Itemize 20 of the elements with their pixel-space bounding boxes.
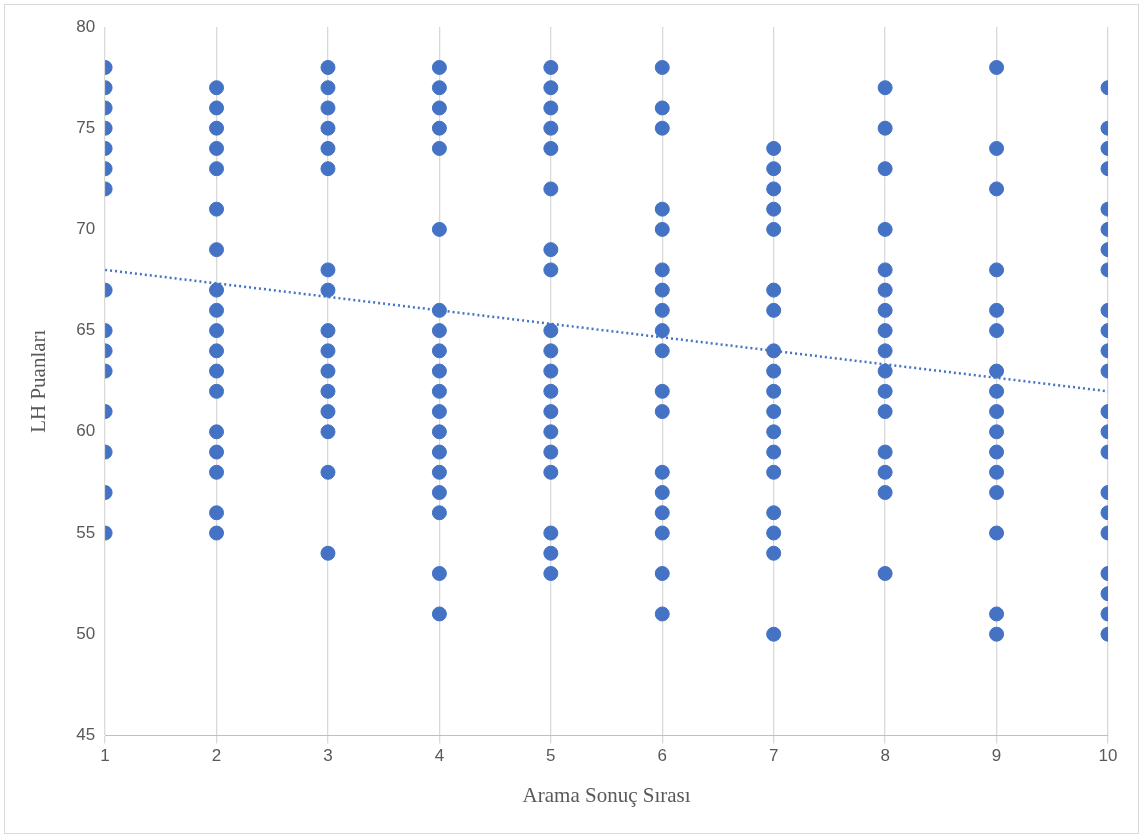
x-axis-title: Arama Sonuç Sırası <box>522 782 691 807</box>
y-tick-label: 70 <box>76 219 96 239</box>
x-tick-label: 10 <box>1098 746 1118 766</box>
y-axis-title: LH Puanları <box>26 329 51 433</box>
y-tick-label: 80 <box>76 16 96 36</box>
x-tick-label: 2 <box>211 746 222 766</box>
y-tick-label: 75 <box>76 117 96 137</box>
x-tick-label: 6 <box>657 746 668 766</box>
x-tick-label: 5 <box>546 746 556 766</box>
y-tick-label: 45 <box>76 725 96 745</box>
y-tick-label: 50 <box>76 623 96 643</box>
x-tick-label: 4 <box>434 746 445 766</box>
y-tick-label: 65 <box>76 320 96 340</box>
x-tick-label: 7 <box>768 746 779 766</box>
y-tick-label: 60 <box>76 421 96 441</box>
x-tick-label: 3 <box>323 746 333 766</box>
y-tick-label: 55 <box>76 522 96 542</box>
x-tick-label: 8 <box>880 746 890 766</box>
x-tick-label: 9 <box>991 746 1002 766</box>
x-tick-label: 1 <box>100 746 110 766</box>
